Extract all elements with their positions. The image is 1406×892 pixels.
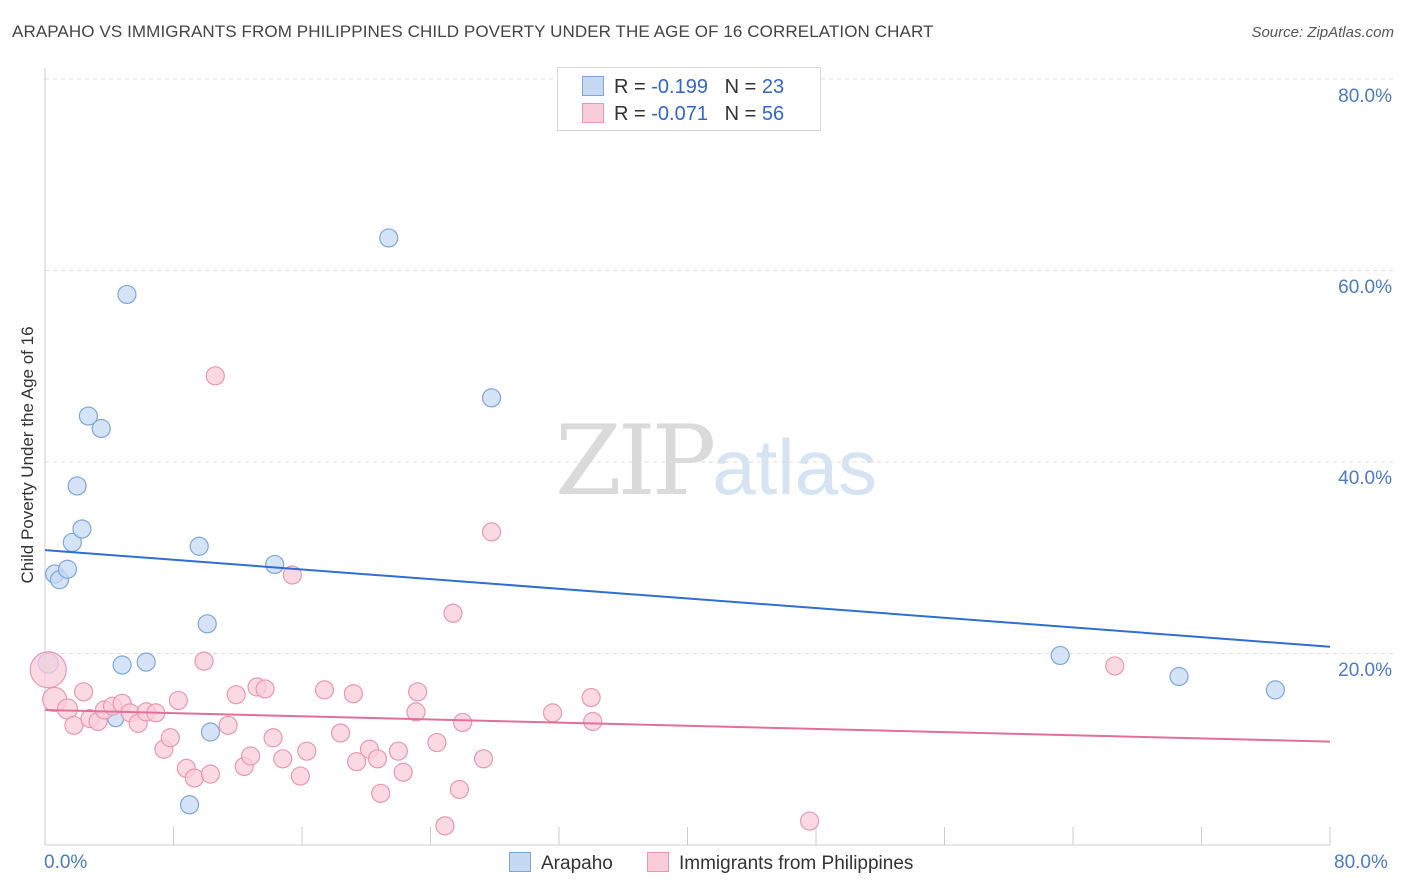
watermark: ZIPatlas xyxy=(555,405,877,517)
data-point-philippines xyxy=(314,680,335,700)
data-point-arapaho xyxy=(67,476,87,496)
legend-n-label: N = xyxy=(724,76,757,98)
data-point-philippines xyxy=(184,768,204,788)
y-tick-label: 80.0% xyxy=(1338,86,1392,107)
chart-source: Source: ZipAtlas.com xyxy=(1251,24,1394,41)
legend-n-value: 56 xyxy=(761,103,785,125)
data-point-philippines xyxy=(330,723,351,743)
bottom-legend-arapaho: Arapaho xyxy=(509,852,613,875)
legend-swatch-pink xyxy=(582,103,604,123)
data-point-arapaho xyxy=(72,519,92,539)
data-point-philippines xyxy=(799,811,820,831)
data-point-philippines xyxy=(290,766,310,786)
watermark-zip: ZIP xyxy=(555,405,716,517)
data-point-arapaho xyxy=(481,388,502,408)
data-point-philippines xyxy=(160,728,180,748)
trend-line-philippines xyxy=(44,708,1331,743)
data-point-philippines xyxy=(168,690,188,711)
bottom-legend-label: Immigrants from Philippines xyxy=(679,853,914,874)
legend-n-value: 23 xyxy=(761,76,785,98)
y-tick-label: 60.0% xyxy=(1338,277,1392,298)
data-point-philippines xyxy=(371,783,391,803)
legend-r-value: -0.199 xyxy=(651,76,708,98)
bottom-legend-swatch-pink xyxy=(647,852,669,872)
data-point-philippines xyxy=(408,682,428,702)
data-point-philippines xyxy=(393,762,413,782)
data-point-arapaho xyxy=(91,418,111,439)
correlation-legend: R = -0.199 N = 23 R = -0.071 N = 56 xyxy=(557,67,821,131)
data-point-arapaho xyxy=(189,536,209,556)
legend-n-label: N = xyxy=(724,103,757,125)
bottom-legend-swatch-blue xyxy=(509,852,531,872)
data-point-arapaho xyxy=(117,284,137,305)
data-point-philippines xyxy=(453,712,473,733)
data-point-arapaho xyxy=(179,795,200,815)
data-point-arapaho xyxy=(379,228,399,248)
data-point-philippines xyxy=(406,702,426,722)
data-point-arapaho xyxy=(78,406,98,426)
data-point-philippines xyxy=(481,522,502,542)
data-point-philippines xyxy=(343,684,363,704)
data-point-arapaho xyxy=(265,554,285,575)
data-point-philippines xyxy=(367,749,388,769)
data-point-philippines xyxy=(263,728,283,748)
data-point-philippines xyxy=(200,764,221,784)
y-tick-label: 20.0% xyxy=(1338,660,1392,681)
data-point-philippines xyxy=(29,651,67,689)
data-point-philippines xyxy=(205,366,225,386)
legend-row-philippines: R = -0.071 N = 56 xyxy=(582,103,784,127)
trend-line-arapaho xyxy=(44,549,1331,648)
data-point-philippines xyxy=(435,816,455,836)
data-point-arapaho xyxy=(200,722,221,742)
data-point-arapaho xyxy=(57,559,78,579)
legend-swatch-blue xyxy=(582,76,604,96)
data-point-philippines xyxy=(1105,656,1125,676)
data-point-philippines xyxy=(427,732,447,753)
data-point-philippines xyxy=(581,687,601,708)
chart-title: ARAPAHO VS IMMIGRANTS FROM PHILIPPINES C… xyxy=(12,22,934,41)
data-point-philippines xyxy=(218,715,238,735)
data-point-philippines xyxy=(73,682,94,702)
data-point-arapaho xyxy=(136,652,156,672)
data-point-philippines xyxy=(347,752,367,772)
data-point-arapaho xyxy=(1265,680,1285,700)
x-tick-label-min: 0.0% xyxy=(44,852,88,873)
x-tick-label-max: 80.0% xyxy=(1334,852,1388,873)
data-point-arapaho xyxy=(1169,666,1189,687)
legend-row-arapaho: R = -0.199 N = 23 xyxy=(582,76,784,100)
data-point-arapaho xyxy=(197,614,217,634)
data-point-philippines xyxy=(542,703,563,723)
data-point-philippines xyxy=(226,685,246,705)
legend-r-label: R = xyxy=(614,76,646,98)
data-point-philippines xyxy=(473,749,494,769)
watermark-atlas: atlas xyxy=(712,423,877,511)
data-point-philippines xyxy=(583,711,603,732)
data-point-arapaho xyxy=(1050,645,1070,666)
legend-r-value: -0.071 xyxy=(651,103,708,125)
bottom-legend-label: Arapaho xyxy=(541,853,613,874)
data-point-philippines xyxy=(194,651,214,671)
data-point-philippines xyxy=(282,565,302,585)
bottom-legend-philippines: Immigrants from Philippines xyxy=(647,852,913,875)
data-point-philippines xyxy=(255,679,275,699)
data-point-arapaho xyxy=(112,655,132,675)
legend-r-label: R = xyxy=(614,103,646,125)
data-point-philippines xyxy=(64,715,84,735)
data-point-philippines xyxy=(297,741,317,761)
data-point-philippines xyxy=(241,746,261,766)
y-axis-label: Child Poverty Under the Age of 16 xyxy=(18,326,37,584)
data-point-philippines xyxy=(443,603,463,623)
data-point-philippines xyxy=(388,741,408,761)
data-point-philippines xyxy=(449,779,470,800)
y-tick-label: 40.0% xyxy=(1338,468,1392,489)
data-point-philippines xyxy=(273,749,293,769)
